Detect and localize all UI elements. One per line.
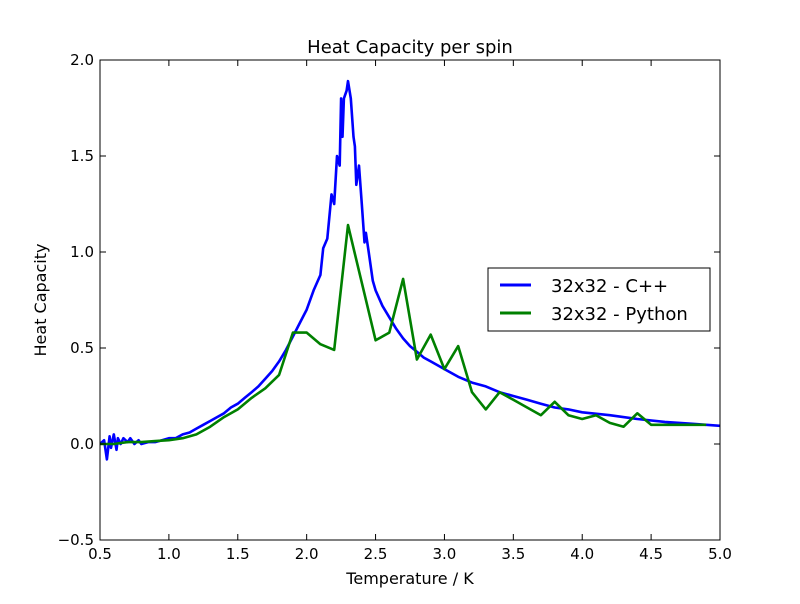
x-tick-label: 0.5 (88, 545, 112, 563)
y-tick-label: 2.0 (70, 51, 94, 69)
ticks-layer: 0.5 1.0 1.5 2.0 2.5 3.0 3.5 4.0 4.5 5.0 −0.5 0.0 0.5… (58, 51, 732, 563)
series-line-python (100, 223, 707, 446)
x-tick-label: 1.5 (226, 545, 250, 563)
legend-label-python: 32x32 - Python (551, 304, 688, 325)
series-layer (100, 79, 720, 461)
plot-frame (99, 59, 721, 541)
y-tick-label: 1.5 (70, 147, 94, 165)
x-tick-label: 1.0 (157, 545, 181, 563)
x-tick-label: 3.0 (433, 545, 457, 563)
x-tick-label: 5.0 (708, 545, 732, 563)
x-tick-label: 4.5 (639, 545, 663, 563)
y-tick-label: 0.0 (70, 435, 94, 453)
x-tick-label: 4.0 (570, 545, 594, 563)
x-axis-label: Temperature / K (345, 569, 474, 588)
y-tick-label: −0.5 (58, 531, 94, 549)
y-tick-label: 0.5 (70, 339, 94, 357)
x-tick-label: 2.5 (364, 545, 388, 563)
y-tick-label: 1.0 (70, 243, 94, 261)
y-axis-label: Heat Capacity (31, 244, 50, 357)
x-tick-label: 2.0 (295, 545, 319, 563)
legend-label-cpp: 32x32 - C++ (551, 276, 668, 297)
x-tick-label: 3.5 (501, 545, 525, 563)
legend-box (487, 267, 711, 332)
chart-title: Heat Capacity per spin (307, 37, 513, 58)
legend: 32x32 - C++ 32x32 - Python (487, 267, 711, 332)
